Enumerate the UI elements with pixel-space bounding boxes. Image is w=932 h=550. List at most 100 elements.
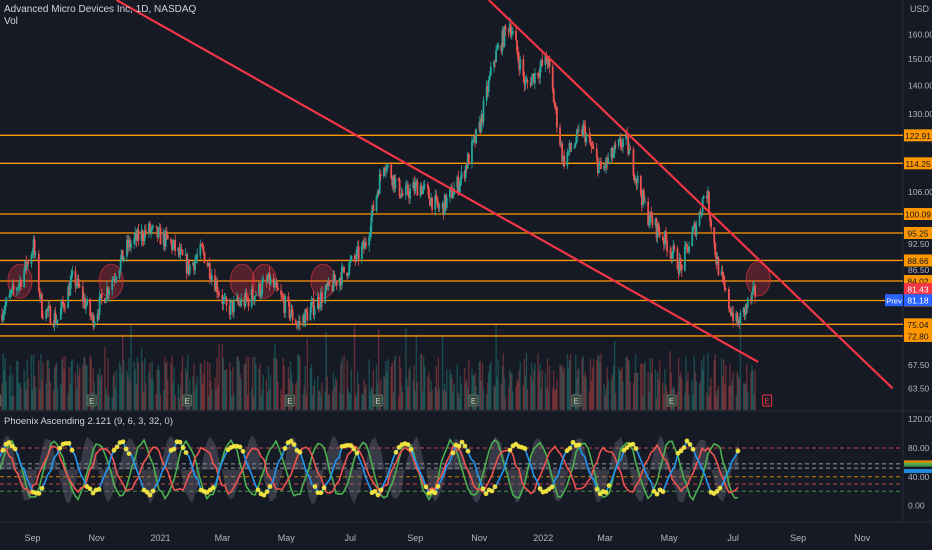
volume-bar [254, 356, 256, 410]
volume-bar [482, 389, 485, 410]
volume-bar [471, 369, 473, 410]
earnings-marker-label: E [574, 397, 579, 406]
volume-bar [735, 395, 737, 410]
candle-body [218, 293, 221, 296]
volume-bar [488, 371, 490, 410]
volume-bar [119, 365, 122, 410]
candle-body [517, 51, 519, 59]
candle-body [666, 240, 668, 252]
candle-body [128, 239, 130, 248]
volume-bar [253, 396, 255, 410]
oscillator-axis: 120.00 80.00 40.00 0.00 [904, 414, 932, 511]
candle-body [224, 298, 227, 299]
volume-bar [555, 388, 557, 410]
oscillator-signal-dot [12, 446, 18, 452]
volume-bar [334, 377, 337, 410]
candle-body [589, 137, 592, 145]
earnings-marker [571, 394, 582, 407]
volume-bar [754, 370, 756, 410]
volume-bar [311, 394, 314, 410]
earnings-marker [762, 394, 773, 407]
candle-body [115, 277, 118, 280]
volume-bar [694, 371, 697, 410]
candle-body [105, 299, 107, 303]
candle-body [563, 155, 566, 166]
volume-bar [534, 363, 536, 410]
candle-body [481, 114, 484, 122]
volume-bar [196, 377, 198, 410]
volume-bar [148, 372, 150, 410]
candle-body [252, 298, 255, 302]
time-tick-label: Nov [471, 533, 488, 543]
volume-bar [394, 355, 397, 410]
volume-bar [576, 377, 578, 410]
volume-bar [246, 394, 249, 410]
volume-bar [604, 394, 606, 410]
candle-body [77, 278, 80, 287]
candle-body [569, 142, 572, 150]
candle-body [422, 184, 425, 189]
volume-bar [415, 334, 418, 410]
volume-bar [288, 378, 291, 410]
volume-bar [731, 381, 733, 410]
volume-bar [618, 367, 620, 410]
volume-bar [356, 372, 359, 410]
candle-body [391, 178, 394, 186]
time-tick-label: May [278, 533, 296, 543]
candle-body [526, 80, 529, 83]
candle-body [607, 158, 610, 164]
candle-body [321, 292, 323, 303]
candle-body [634, 178, 637, 181]
candle-body [406, 184, 408, 186]
oscillator-signal-dot [321, 485, 327, 491]
volume-bar [144, 357, 146, 410]
candle-body [485, 86, 488, 101]
candle-body [382, 167, 385, 177]
prev-price-badge [904, 294, 932, 307]
volume-bar [431, 389, 433, 410]
volume-bar [449, 369, 451, 410]
earnings-marker-label: E [89, 397, 94, 406]
volume-bar [317, 376, 319, 410]
oscillator-value-badge [904, 469, 932, 474]
oscillator-signal-dot [549, 484, 555, 490]
price-tick-label: 150.00 [908, 54, 932, 64]
price-axis: USD 160.00 150.00 140.00 130.00 122.91 114.25 1… [885, 4, 932, 393]
volume-bar [707, 353, 709, 410]
candle-body [419, 185, 422, 196]
candle-body [54, 312, 57, 324]
volume-bar [531, 362, 533, 410]
volume-bar [74, 372, 77, 410]
candle-body [269, 278, 272, 285]
volume-bar [318, 391, 320, 410]
candle-body [568, 142, 571, 152]
volume-bar [547, 389, 550, 410]
candle-body [729, 308, 731, 312]
candle-body [400, 193, 403, 198]
volume-bar [243, 363, 246, 410]
candle-body [473, 136, 475, 140]
volume-bar [481, 363, 484, 410]
volume-bar [210, 380, 212, 410]
volume-bar [238, 360, 240, 410]
candle-body [326, 284, 329, 287]
volume-bar [651, 357, 654, 410]
candle-body [258, 283, 260, 295]
volume-bar [507, 386, 510, 410]
candle-body [636, 176, 639, 184]
candle-body [437, 204, 440, 209]
volume-bar [192, 375, 194, 410]
candle-body [670, 252, 673, 258]
volume-bar [240, 378, 242, 410]
volume-bar [582, 355, 584, 410]
candle-body [133, 237, 136, 244]
volume-bar [554, 390, 556, 410]
candle-body [67, 286, 70, 309]
volume-bar [141, 361, 144, 410]
candle-body [497, 44, 500, 49]
candle-body [538, 76, 540, 78]
oscillator-signal-dot [462, 443, 468, 449]
volume-bar [313, 379, 316, 410]
volume-bar [603, 384, 605, 410]
